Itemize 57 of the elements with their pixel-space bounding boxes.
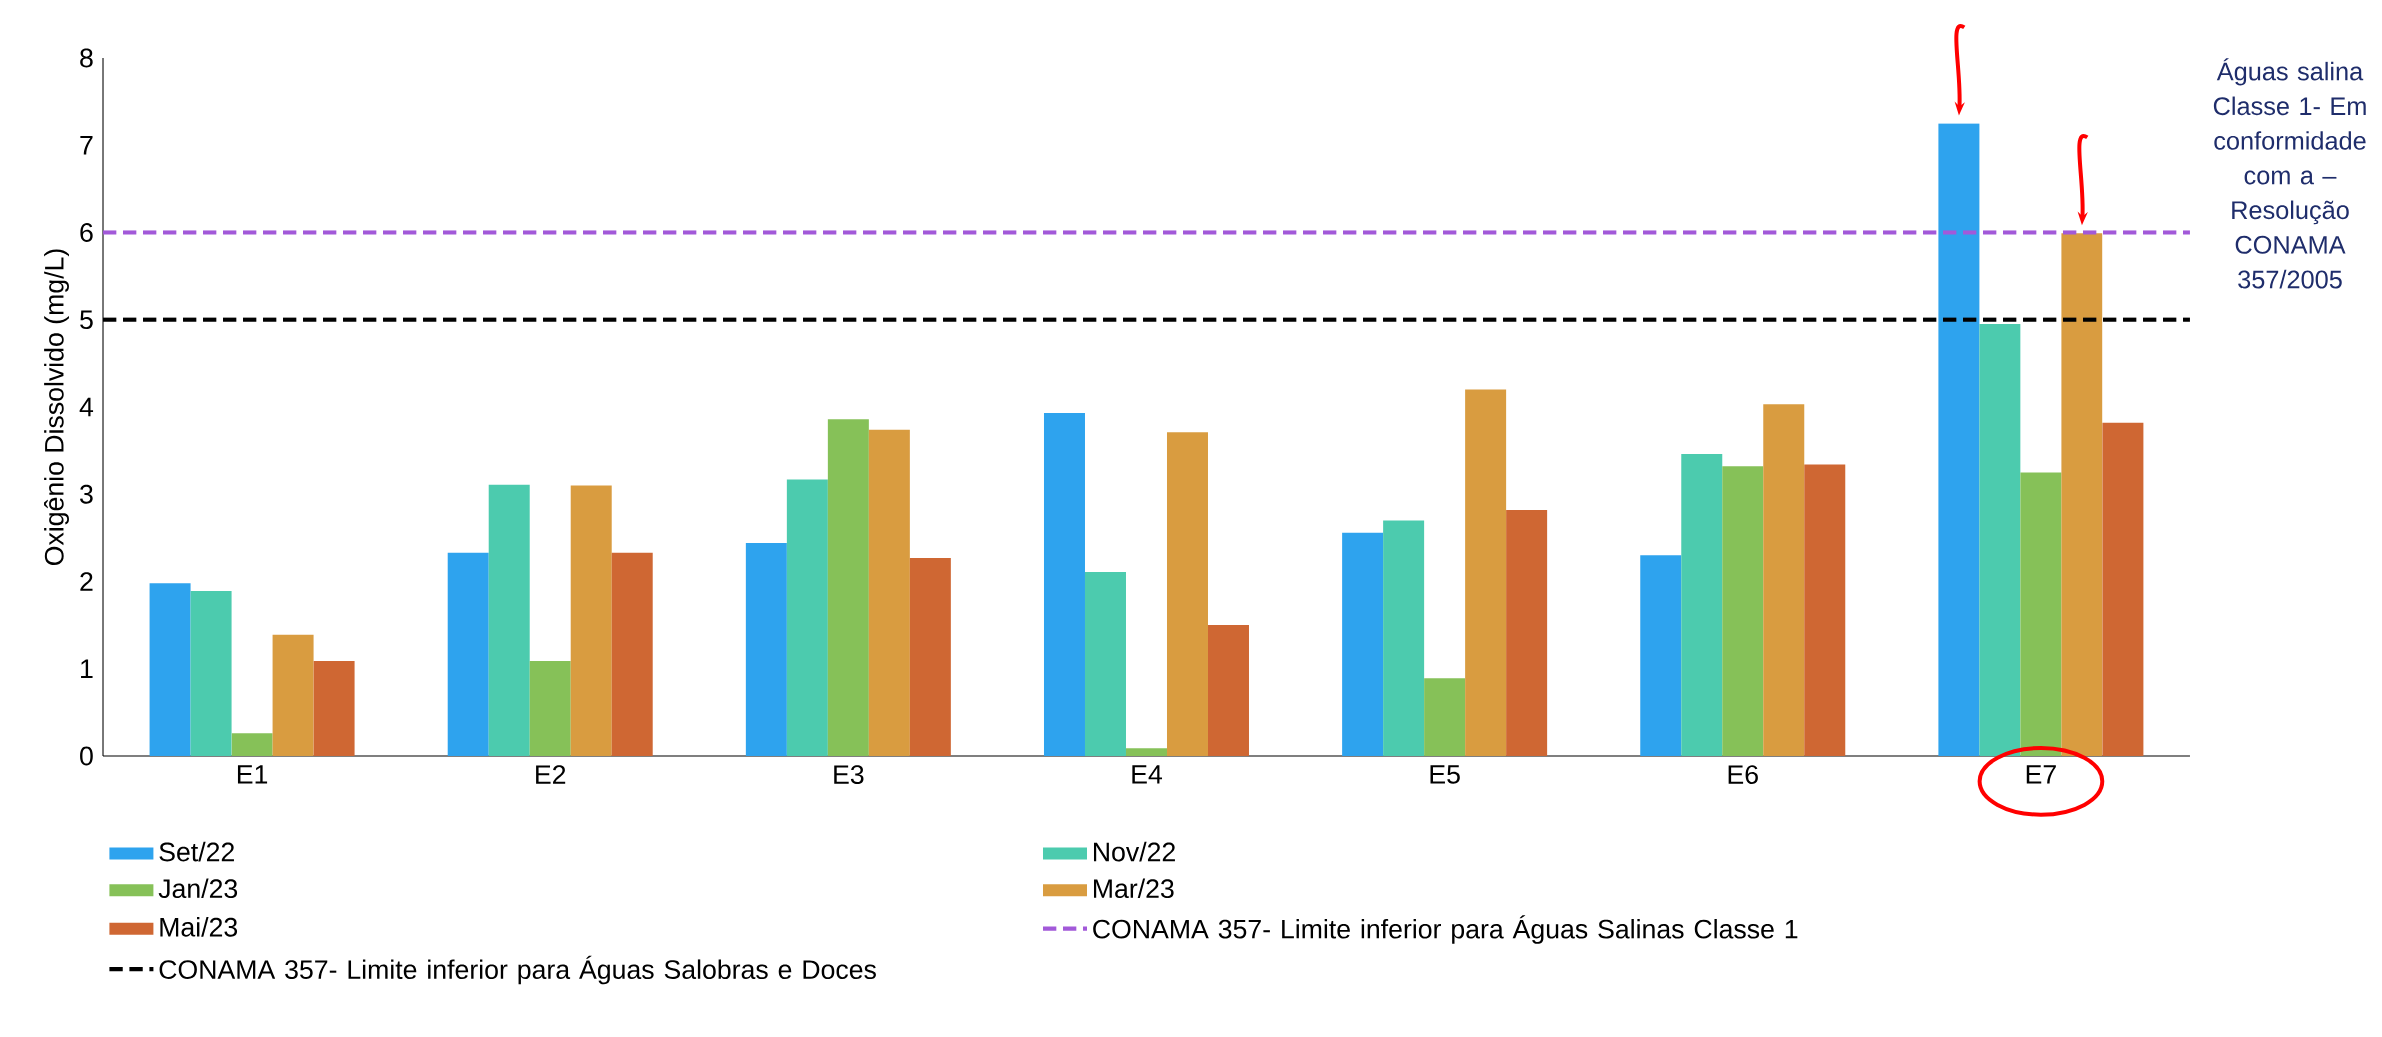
bar [190, 591, 232, 756]
y-tick-label: 8 [80, 48, 93, 68]
bar [827, 419, 869, 756]
bar [1166, 432, 1208, 756]
y-tick-label: 0 [80, 746, 93, 766]
x-tick-label: E6 [1728, 765, 1758, 785]
bar [231, 733, 273, 756]
bar [1938, 123, 1980, 756]
bar [272, 634, 314, 756]
x-tick-label: E1 [237, 765, 268, 784]
x-tick-label: E3 [834, 765, 864, 785]
x-tick-label: E5 [1430, 765, 1460, 784]
bar [1465, 389, 1507, 756]
x-tick-label: E7 [2026, 765, 2056, 784]
bar [786, 479, 828, 756]
y-tick-label: 4 [79, 397, 94, 417]
legend-label: Nov/22 [1093, 841, 1175, 862]
legend-label: Set/22 [159, 841, 234, 862]
bar [1043, 413, 1085, 756]
legend-label: Mar/23 [1093, 878, 1174, 899]
bar [447, 552, 489, 756]
y-tick-label: 2 [80, 572, 93, 591]
legend-label: CONAMA 357- Limite inferior para Águas Salobras e Doces [159, 955, 876, 985]
bar [1084, 571, 1126, 756]
x-tick-label: E2 [536, 765, 566, 784]
bar [611, 552, 653, 756]
bar [1722, 466, 1764, 756]
bar [529, 660, 571, 756]
y-tick-label: 3 [80, 484, 93, 504]
bar [1424, 678, 1466, 756]
y-axis-title: Oxigênio Dissolvido (mg/L) [44, 249, 69, 566]
x-tick-label: E4 [1132, 765, 1163, 784]
bar [1804, 464, 1846, 756]
bar [2102, 422, 2144, 756]
bar [1640, 555, 1682, 756]
y-tick-label: 6 [80, 223, 93, 242]
legend-label: Jan/23 [158, 878, 238, 899]
bar [1681, 454, 1723, 756]
bar [1207, 625, 1249, 756]
bar [1383, 520, 1425, 756]
bar [868, 429, 910, 756]
bar [149, 583, 191, 756]
bar [1342, 532, 1384, 756]
bar [909, 557, 951, 756]
bar [1506, 509, 1548, 756]
bar [488, 484, 530, 756]
bar [1763, 404, 1805, 756]
bar [313, 660, 355, 756]
bar [570, 485, 612, 756]
legend-label: Mai/23 [160, 917, 238, 937]
text: Águas salina Classe 1- Em conformidade com a – Resolução CONAMA 357/2005 [2213, 58, 2366, 289]
legend-label: CONAMA 357- Limite inferior para Águas Salinas Classe 1 [1093, 915, 1798, 944]
bar [745, 543, 787, 756]
y-tick-label: 7 [80, 136, 93, 155]
bar [1125, 748, 1167, 756]
y-tick-label: 5 [80, 310, 93, 330]
y-tick-label: 1 [81, 659, 93, 678]
